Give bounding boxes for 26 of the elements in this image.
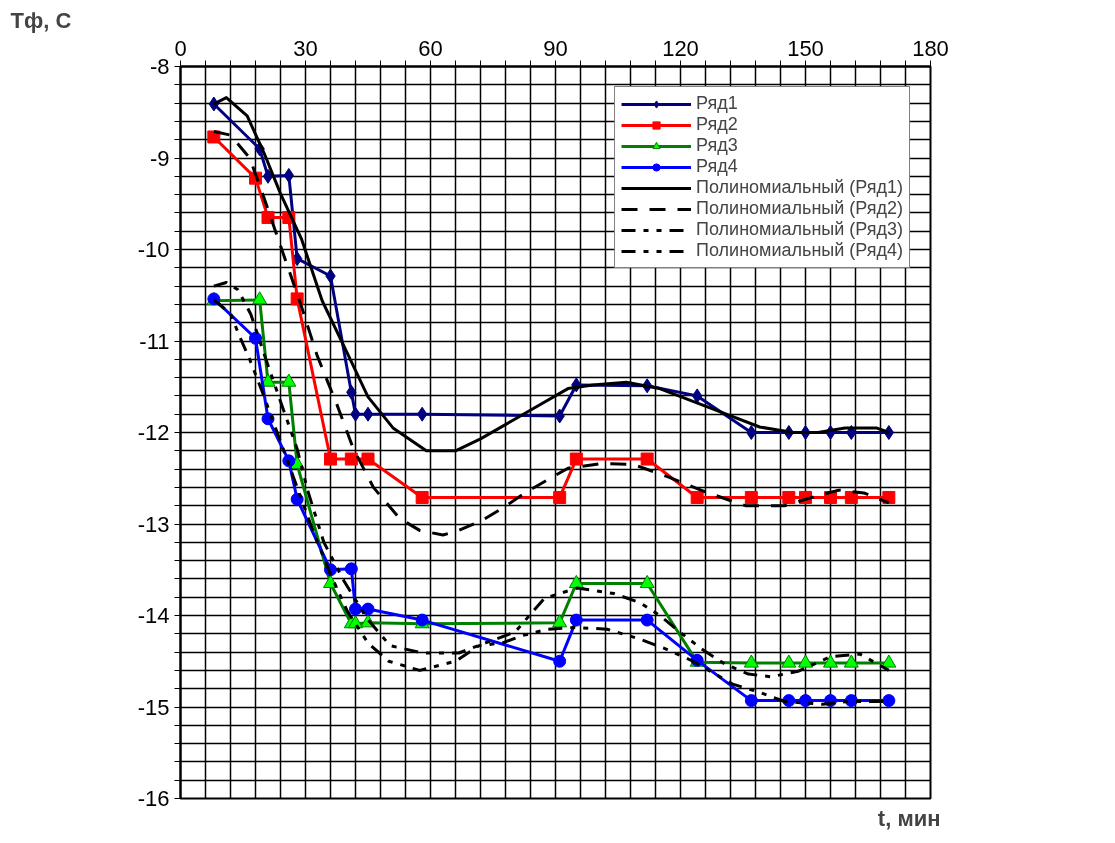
legend-label: Полиномиальный (Ряд4) bbox=[696, 240, 903, 261]
legend-label: Полиномиальный (Ряд2) bbox=[696, 198, 903, 219]
x-tick-label: 90 bbox=[543, 35, 568, 61]
x-tick-label: 0 bbox=[174, 35, 187, 61]
x-tick-label: 120 bbox=[662, 35, 699, 61]
y-tick-label: -14 bbox=[137, 603, 170, 628]
x-axis-title: t, мин bbox=[877, 805, 941, 831]
y-tick-label: -13 bbox=[137, 511, 170, 537]
x-tick-label: 180 bbox=[912, 35, 949, 61]
y-tick-label: -12 bbox=[137, 420, 170, 445]
y-tick-label: -8 bbox=[149, 54, 170, 79]
legend-label: Ряд4 bbox=[696, 156, 738, 177]
y-tick-label: -11 bbox=[139, 328, 170, 354]
legend-label: Ряд3 bbox=[696, 135, 738, 156]
legend-label: Полиномиальный (Ряд1) bbox=[696, 177, 903, 198]
x-tick-label: 150 bbox=[787, 35, 824, 61]
x-tick-label: 60 bbox=[418, 35, 443, 61]
y-tick-label: -15 bbox=[137, 694, 170, 720]
y-tick-label: -9 bbox=[149, 145, 170, 171]
y-axis-title: Tф, C bbox=[10, 7, 72, 33]
legend-label: Полиномиальный (Ряд3) bbox=[696, 219, 903, 240]
y-tick-label: -10 bbox=[137, 237, 170, 262]
x-tick-label: 30 bbox=[293, 35, 318, 61]
y-tick-label: -16 bbox=[137, 786, 170, 811]
legend-label: Ряд2 bbox=[696, 114, 738, 135]
legend-label: Ряд1 bbox=[696, 93, 738, 114]
